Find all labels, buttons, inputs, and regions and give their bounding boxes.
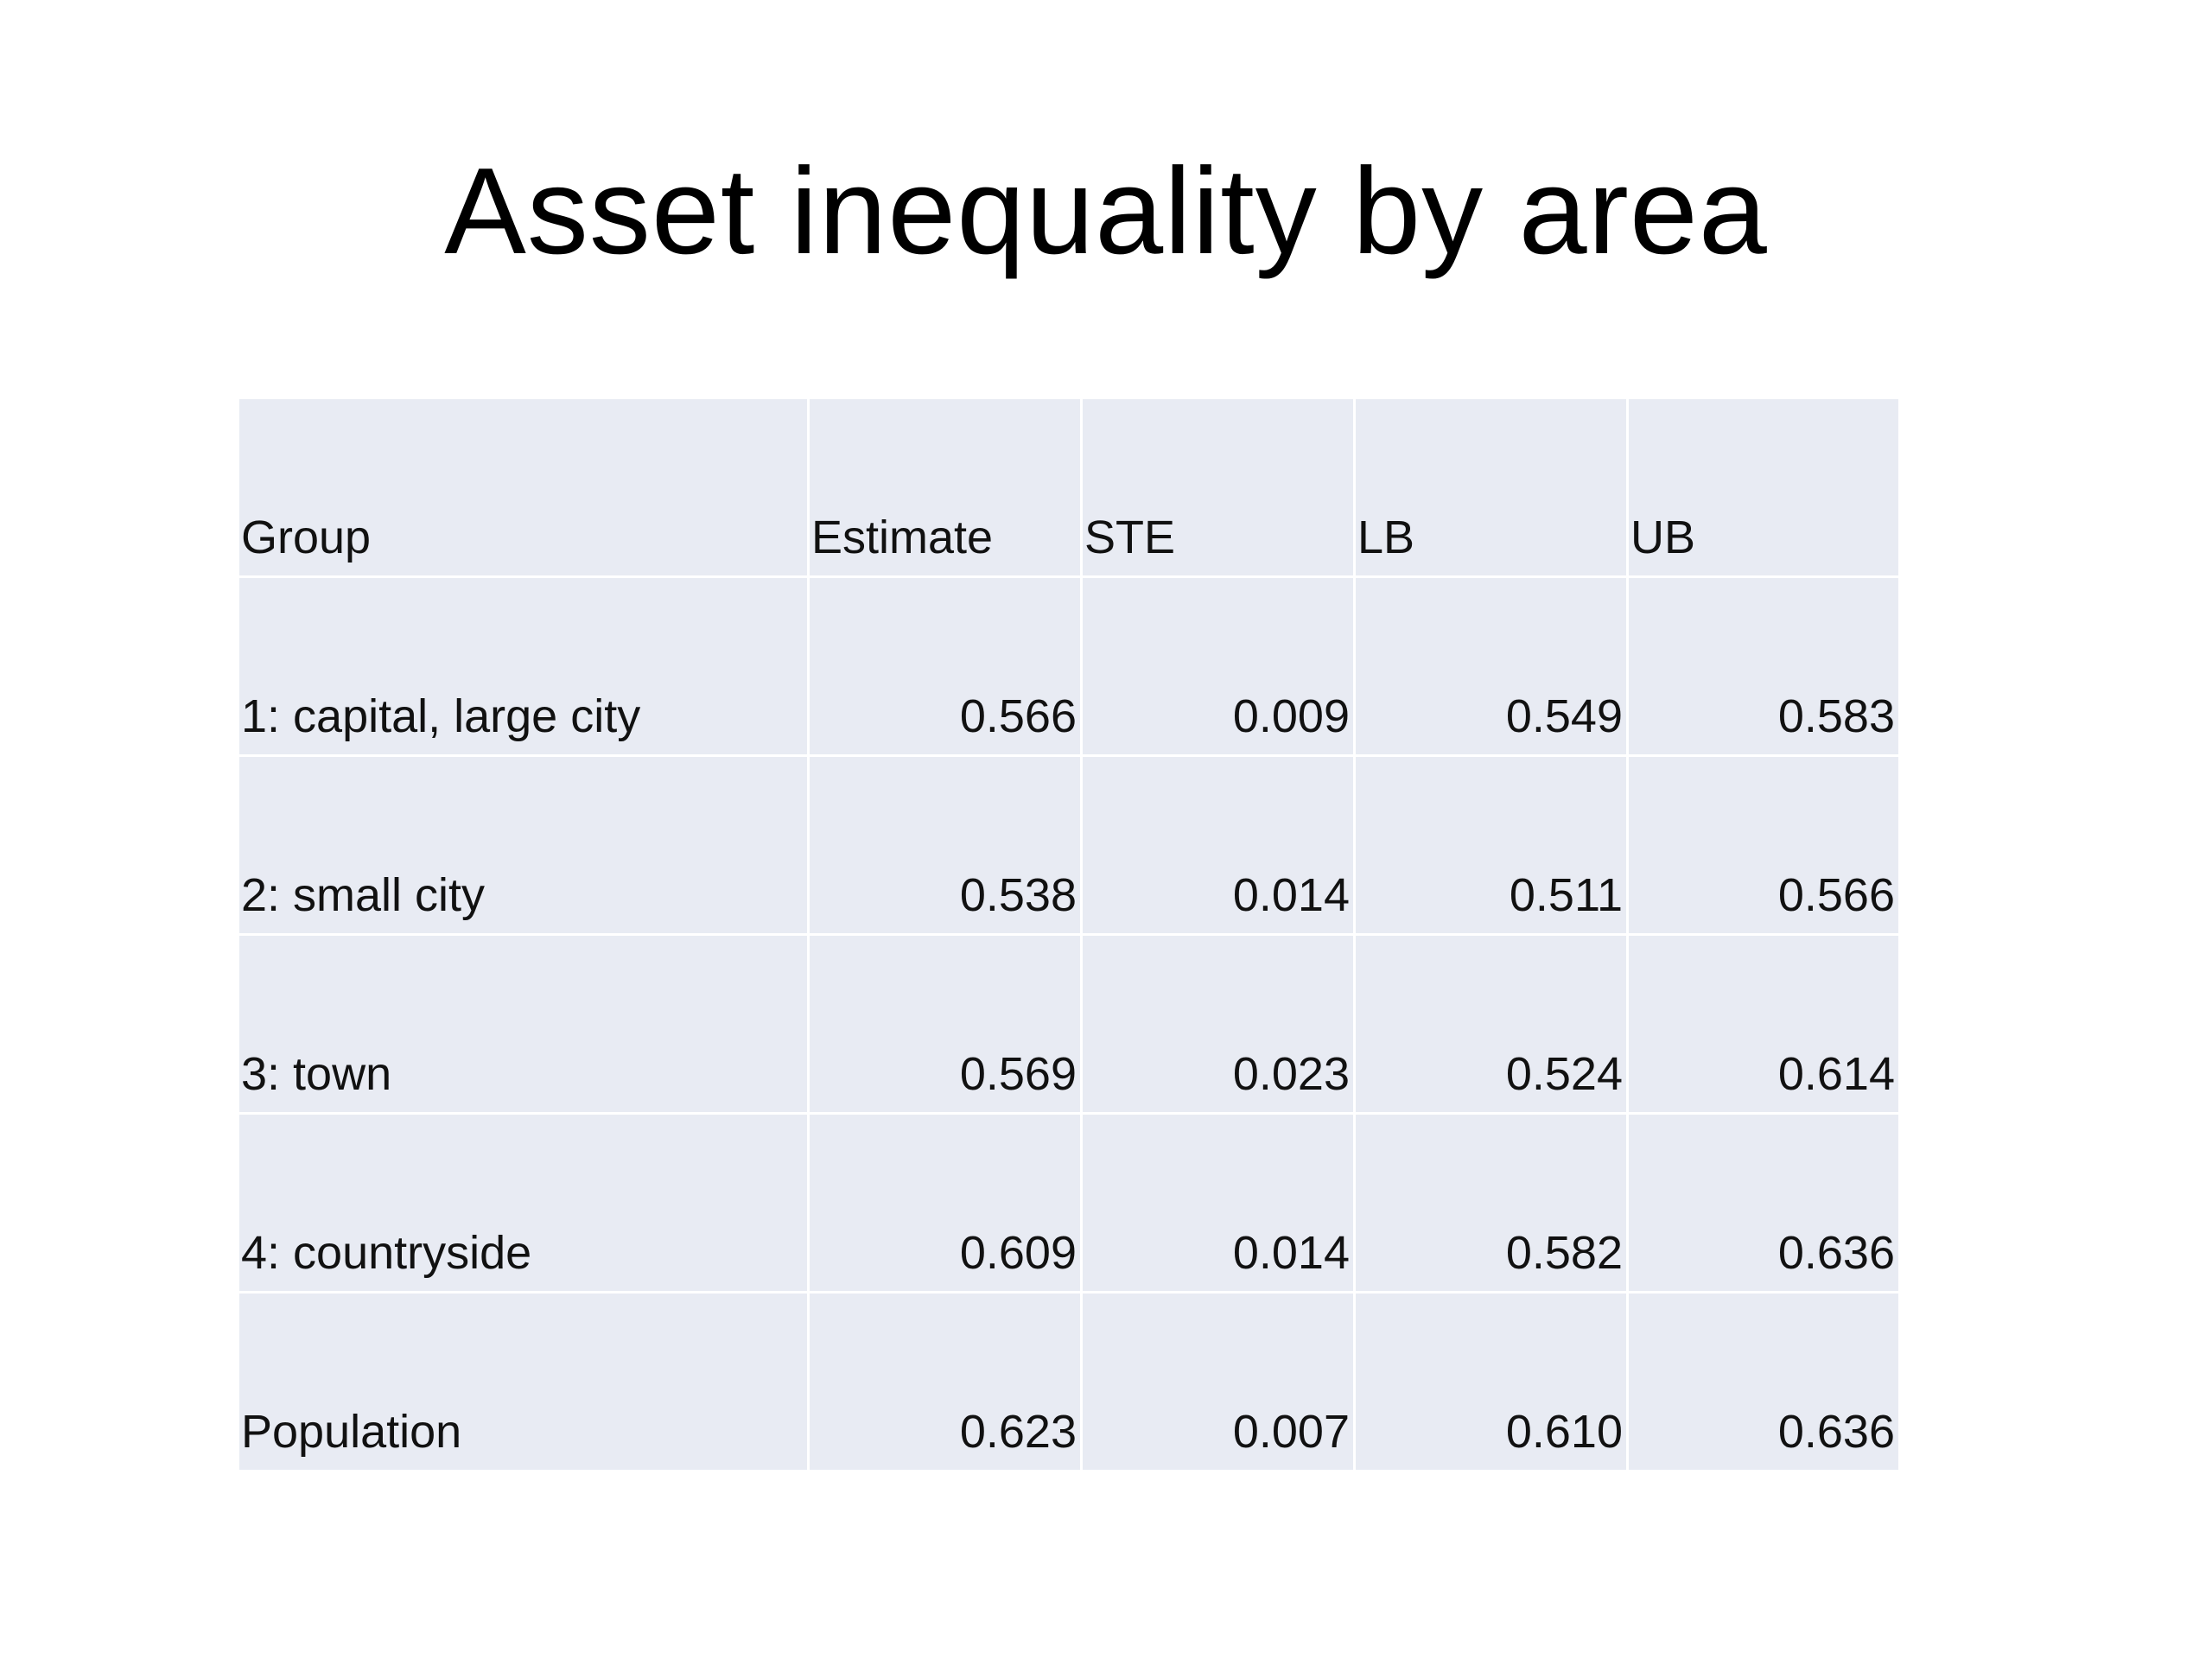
results-table: Group Estimate STE LB UB 1: capital, lar… xyxy=(239,399,1898,1470)
row-2-ste: 0.014 xyxy=(1083,757,1353,933)
row-3-group: 3: town xyxy=(239,936,807,1112)
row-5-ub: 0.636 xyxy=(1629,1294,1898,1470)
row-4-ste: 0.014 xyxy=(1083,1115,1353,1291)
header-group: Group xyxy=(239,399,807,575)
row-5-ste: 0.007 xyxy=(1083,1294,1353,1470)
row-4-estimate: 0.609 xyxy=(810,1115,1080,1291)
row-4-lb: 0.582 xyxy=(1356,1115,1626,1291)
header-estimate: Estimate xyxy=(810,399,1080,575)
row-5-estimate: 0.623 xyxy=(810,1294,1080,1470)
row-1-ste: 0.009 xyxy=(1083,578,1353,754)
row-5-lb: 0.610 xyxy=(1356,1294,1626,1470)
header-lb: LB xyxy=(1356,399,1626,575)
row-2-ub: 0.566 xyxy=(1629,757,1898,933)
row-2-lb: 0.511 xyxy=(1356,757,1626,933)
row-3-lb: 0.524 xyxy=(1356,936,1626,1112)
row-1-lb: 0.549 xyxy=(1356,578,1626,754)
header-ste: STE xyxy=(1083,399,1353,575)
row-3-ste: 0.023 xyxy=(1083,936,1353,1112)
row-4-ub: 0.636 xyxy=(1629,1115,1898,1291)
row-1-estimate: 0.566 xyxy=(810,578,1080,754)
row-2-group: 2: small city xyxy=(239,757,807,933)
row-1-ub: 0.583 xyxy=(1629,578,1898,754)
header-ub: UB xyxy=(1629,399,1898,575)
slide-title: Asset inequality by area xyxy=(444,143,1768,280)
row-4-group: 4: countryside xyxy=(239,1115,807,1291)
row-1-group: 1: capital, large city xyxy=(239,578,807,754)
row-3-estimate: 0.569 xyxy=(810,936,1080,1112)
row-5-group: Population xyxy=(239,1294,807,1470)
row-2-estimate: 0.538 xyxy=(810,757,1080,933)
row-3-ub: 0.614 xyxy=(1629,936,1898,1112)
